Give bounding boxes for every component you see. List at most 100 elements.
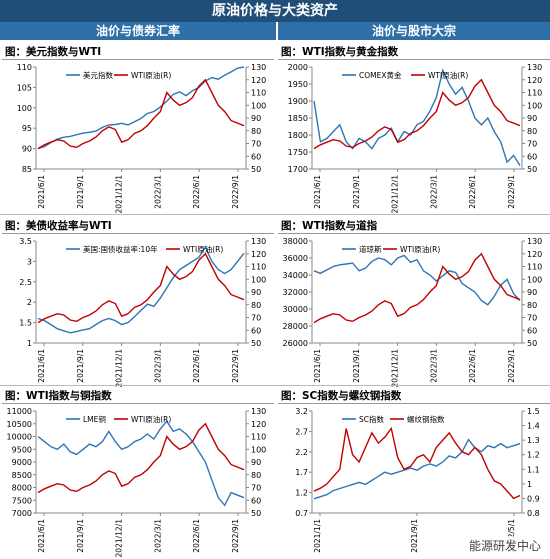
right-tick-label: 100 [527,101,542,110]
left-tick-label: 0.7 [295,509,308,518]
right-tick-label: 1.2 [527,451,540,460]
right-tick-label: 120 [527,76,542,85]
left-tick-label: 85 [22,165,32,174]
left-tick-label: 105 [17,83,32,92]
right-tick-label: 60 [251,326,261,335]
right-tick-label: 90 [527,288,537,297]
x-tick-label: 2022/3/1 [429,175,438,209]
legend-label: WTI原油(R) [183,244,223,254]
chart-title: 图：美债收益率与WTI [2,218,274,234]
right-tick-label: 1.1 [527,465,540,474]
right-tick-label: 1.4 [527,422,540,431]
right-tick-label: 80 [251,127,261,136]
x-tick-label: 2022/9/1 [231,519,240,553]
left-tick-label: 3 [27,257,32,266]
right-section-header: 油价与股市大宗 [278,22,550,40]
right-tick-label: 70 [251,140,261,149]
left-tick-label: 10500 [7,420,32,429]
right-tick-label: 50 [251,339,261,348]
x-tick-label: 2022/3/1 [429,349,438,383]
chart-plot: 1 1.5 2 2.5 3 3.5 50 60 70 80 90 100 110 120 130 2021/6… [19,237,266,388]
x-tick-label: 2022/6/1 [468,349,477,383]
left-tick-label: 30000 [283,305,308,314]
x-tick-label: 2022/6/1 [468,175,477,209]
chart-panel-usd-wti: 图：美元指数与WTI 85 90 95 100 105 110 50 60 70 80 90 100 1… [2,44,274,214]
legend-label: WTI原油(R) [131,70,171,80]
series-line [37,252,245,324]
left-tick-label: 1.7 [295,468,308,477]
left-tick-label: 1800 [288,131,308,140]
left-tick-label: 90 [22,145,32,154]
left-tick-label: 1850 [288,114,308,123]
left-tick-label: 1.2 [295,489,308,498]
x-tick-label: 2021/6/1 [37,349,46,383]
x-tick-label: 2022/9/1 [507,175,516,209]
right-tick-label: 130 [251,237,266,246]
left-tick-label: 2.2 [295,448,308,457]
right-tick-label: 100 [251,275,266,284]
left-tick-label: 1750 [288,148,308,157]
chart-panel-treasury-wti: 图：美债收益率与WTI 1 1.5 2 2.5 3 3.5 50 60 70 80 90 100 110… [2,218,274,388]
right-tick-label: 70 [251,314,261,323]
legend-label: WTI原油(R) [400,244,440,254]
right-tick-label: 130 [251,407,266,416]
right-tick-label: 80 [251,471,261,480]
x-tick-label: 2022/6/1 [192,349,201,383]
series-line [313,426,521,500]
right-tick-label: 120 [527,250,542,259]
chart-plot: 0.7 1.2 1.7 2.2 2.7 3.2 0.8 0.9 1 1.1 1.2 1.3 1.4 1.5… [295,407,540,553]
x-tick-label: 2022/9/1 [231,349,240,383]
right-tick-label: 1.3 [527,436,540,445]
x-tick-label: 2022/3/1 [153,175,162,209]
series-line [37,66,245,150]
left-tick-label: 110 [17,63,32,72]
left-tick-label: 2000 [288,63,308,72]
chart-panel-wti-copper: 图：WTI指数与铜指数 7000 7500 8000 8500 9000 9500 1000… [2,388,274,558]
right-tick-label: 70 [527,140,537,149]
right-tick-label: 50 [527,339,537,348]
chart-title: 图：WTI指数与铜指数 [2,388,274,404]
right-tick-label: 110 [527,89,542,98]
right-tick-label: 120 [251,250,266,259]
page-title: 原油价格与大类资产 [0,0,550,22]
series-line [313,78,521,150]
left-tick-label: 1950 [288,80,308,89]
x-tick-label: 2022/6/1 [192,175,201,209]
left-tick-label: 8500 [12,471,32,480]
row-divider [0,214,550,215]
chart-plot: 1700 1750 1800 1850 1900 1950 2000 50 60 70 80 90 10… [288,63,543,214]
x-tick-label: 2022/5/1 [507,519,516,553]
left-tick-label: 9500 [12,445,32,454]
series-line [37,78,245,150]
chart-panel-wti-gold: 图：WTI指数与黄金指数 1700 1750 1800 1850 1900 1950 200… [278,44,550,214]
left-tick-label: 100 [17,104,32,113]
right-tick-label: 100 [251,101,266,110]
right-tick-label: 90 [251,458,261,467]
x-tick-label: 2021/9/1 [76,349,85,383]
watermark: 能源研发中心 [465,536,544,555]
left-tick-label: 28000 [283,322,308,331]
x-tick-label: 2021/9/1 [76,175,85,209]
right-tick-label: 60 [527,326,537,335]
right-tick-label: 70 [527,314,537,323]
right-tick-label: 80 [527,301,537,310]
legend-label: WTI原油(R) [428,70,468,80]
left-tick-label: 1 [27,339,32,348]
left-tick-label: 2.7 [295,427,308,436]
x-tick-label: 2022/6/1 [192,519,201,553]
left-tick-label: 7500 [12,496,32,505]
left-tick-label: 38000 [283,237,308,246]
left-tick-label: 2 [27,298,32,307]
series-line [313,68,521,166]
x-tick-label: 2021/9/1 [352,349,361,383]
legend-label: 美元指数 [83,70,113,80]
chart-title: 图：WTI指数与道指 [278,218,550,234]
right-tick-label: 130 [527,63,542,72]
x-tick-label: 2021/12/1 [391,175,400,214]
x-tick-label: 2021/12/1 [115,349,124,388]
legend-label: COMEX黄金 [359,70,402,80]
x-tick-label: 2021/6/1 [37,175,46,209]
legend-label: LME铜 [83,414,106,424]
chart-plot: 7000 7500 8000 8500 9000 9500 10000 10500 11000 5… [7,407,267,557]
chart-panel-sc-rebar: 图：SC指数与螺纹钢指数 0.7 1.2 1.7 2.2 2.7 3.2 0.8 0.9 1 1.… [278,388,550,558]
